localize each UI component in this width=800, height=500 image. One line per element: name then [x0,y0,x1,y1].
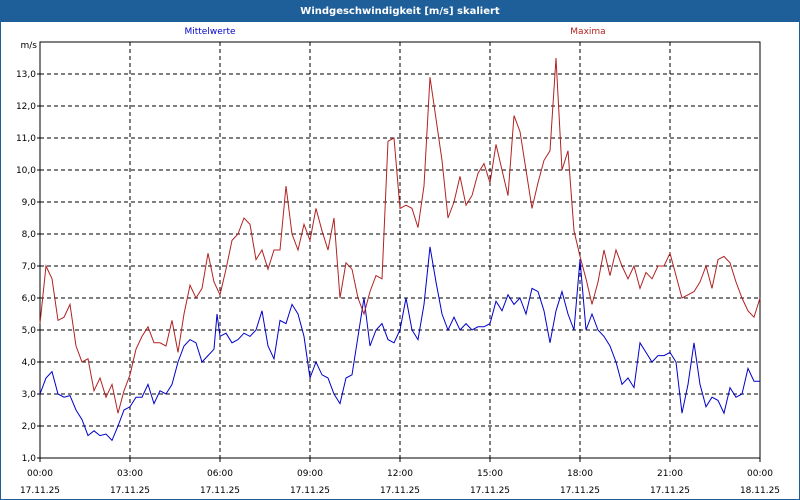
y-tick-label: 1,0 [22,454,37,464]
y-tick-label: 9,0 [22,198,37,208]
x-tick-time: 00:00 [747,469,773,479]
x-tick-time: 00:00 [27,469,53,479]
x-tick-time: 12:00 [387,469,413,479]
x-tick-time: 15:00 [477,469,503,479]
chart-title: Windgeschwindigkeit [m/s] skaliert [1,1,799,22]
series-lines [39,57,761,442]
x-tick-date: 17.11.25 [650,486,690,496]
x-axis: 00:00 17.11.25 03:00 17.11.25 06:00 17.11.25 0… [20,458,780,496]
y-tick-label: 6,0 [22,294,37,304]
series-line-maxima [39,57,761,414]
x-tick-date: 17.11.25 [20,486,60,496]
x-tick-date: 17.11.25 [560,486,600,496]
x-tick-time: 06:00 [207,469,233,479]
y-tick-label: 5,0 [22,326,37,336]
legend: Mittelwerte Maxima [184,27,605,37]
y-tick-label: 7,0 [22,262,37,272]
series-line-mittelwerte [39,246,760,442]
x-tick-date: 17.11.25 [200,486,240,496]
x-tick-time: 09:00 [297,469,323,479]
x-tick-date: 17.11.25 [470,486,510,496]
x-tick-time: 18:00 [567,469,593,479]
y-tick-label: 2,0 [22,422,37,432]
y-tick-label: 3,0 [22,390,37,400]
x-tick-date: 17.11.25 [110,486,150,496]
y-tick-label: 10,0 [16,166,36,176]
legend-maxima: Maxima [570,27,605,37]
y-tick-label: 8,0 [22,230,37,240]
x-tick-date: 17.11.25 [380,486,420,496]
x-tick-date: 18.11.25 [740,486,780,496]
y-tick-label: 11,0 [16,134,36,144]
y-axis: 1,0 2,0 3,0 4,0 5,0 6,0 7,0 8,0 9,0 10,0 11,0 12,0 1… [16,41,40,464]
grid-lines [40,42,760,458]
x-tick-time: 03:00 [117,469,143,479]
y-axis-unit: m/s [21,41,38,51]
y-tick-label: 4,0 [22,358,37,368]
y-tick-label: 13,0 [16,70,36,80]
legend-mittelwerte: Mittelwerte [184,27,235,37]
y-tick-label: 12,0 [16,102,36,112]
x-tick-date: 17.11.25 [290,486,330,496]
x-tick-time: 21:00 [657,469,683,479]
